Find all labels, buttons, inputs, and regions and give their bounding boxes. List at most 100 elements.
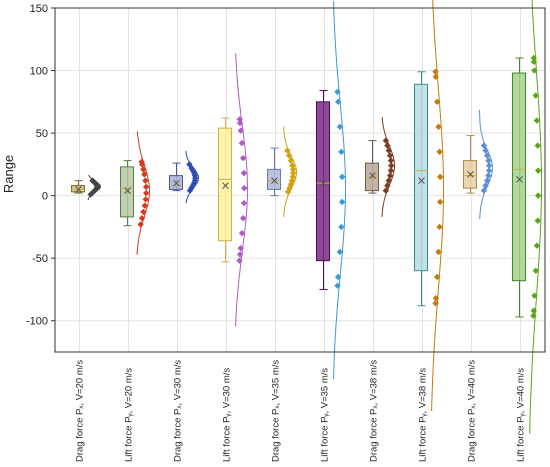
data-point [236,119,244,127]
data-point [531,292,538,299]
data-point [534,167,542,174]
x-category-label: Drag force Pₓ, V=40 m/s [467,360,478,462]
data-point [387,167,395,174]
data-point [435,123,442,131]
data-point [236,251,244,258]
x-category-label: Drag force Pₓ, V=20 m/s [75,360,86,462]
data-point [189,182,197,189]
box-iqr [218,127,232,242]
data-point [535,192,542,199]
data-point [287,157,295,164]
box-group [463,109,494,220]
x-category-label: Drag force Pₓ, V=35 m/s [271,360,282,462]
box-group [71,174,101,201]
data-point [238,229,246,237]
data-point [142,196,149,203]
data-point [532,267,539,274]
data-point [237,127,244,134]
data-point [530,58,538,65]
data-point [238,139,246,147]
x-category-label: Lift force Pᵧ, V=20 m/s [124,368,135,462]
data-point [387,157,395,164]
data-point [385,147,393,154]
box-group [316,1,347,380]
data-point [236,116,243,123]
mean-marker [467,171,474,178]
data-point [432,73,439,80]
box-group [365,116,395,217]
box-iqr [414,83,428,272]
data-point [336,123,344,131]
y-tick-label: 150 [30,3,48,15]
data-point [480,142,488,149]
box-iqr [267,168,281,190]
data-point [334,88,341,96]
y-tick-label: 0 [42,191,48,203]
x-category-label: Drag force Pₓ, V=30 m/s [173,360,184,462]
data-point [534,142,541,149]
data-point [240,169,248,177]
data-point [436,173,444,181]
data-point [239,154,247,162]
data-point [530,307,537,314]
mean-marker [516,176,523,183]
x-axis-labels: Drag force Pₓ, V=20 m/s Lift force Pᵧ, V=… [75,360,527,462]
data-point [186,161,193,168]
distribution-curve [431,0,445,412]
data-point [532,92,539,99]
distribution-curve [333,1,347,380]
data-point [288,177,296,184]
data-point [289,162,296,169]
data-point [338,223,345,231]
data-point [334,273,342,281]
mean-marker [75,186,82,193]
data-point [142,177,149,184]
data-point [485,172,492,179]
data-point [138,158,145,166]
data-point [338,198,346,206]
mean-marker [124,187,131,194]
data-point [533,117,541,124]
data-point [432,295,440,302]
distribution-curve [185,150,200,204]
y-tick-label: -50 [32,253,48,265]
x-category-label: Lift force Pᵧ, V=30 m/s [222,368,233,462]
data-point [240,199,248,207]
plot-frame [54,7,546,353]
data-point [530,312,537,319]
data-point [140,208,147,216]
box-iqr [120,166,134,218]
data-point [334,282,341,289]
data-point [482,147,489,154]
y-tick-label: -100 [26,316,48,328]
data-point [382,137,390,144]
data-point [432,300,439,307]
box-group [218,53,249,327]
data-point [433,273,441,281]
distribution-curve [235,53,249,327]
boxes-layer [71,0,542,434]
mean-marker [418,177,425,184]
data-point [436,223,443,231]
box-iqr [316,101,330,262]
data-point [435,248,442,256]
mean-marker [222,182,229,189]
data-point [338,173,346,181]
data-point [485,162,493,169]
data-point [482,182,489,189]
data-point [338,148,345,156]
distribution-curve [381,116,395,217]
data-point [284,188,292,196]
data-point [388,162,395,169]
box-group [267,126,298,218]
data-point [533,242,541,249]
data-point [143,189,150,197]
data-point [236,257,243,264]
data-point [485,167,493,174]
data-point [384,142,391,149]
data-point [530,54,537,62]
box-group [414,0,445,412]
data-point [137,221,144,228]
data-point [485,157,492,164]
